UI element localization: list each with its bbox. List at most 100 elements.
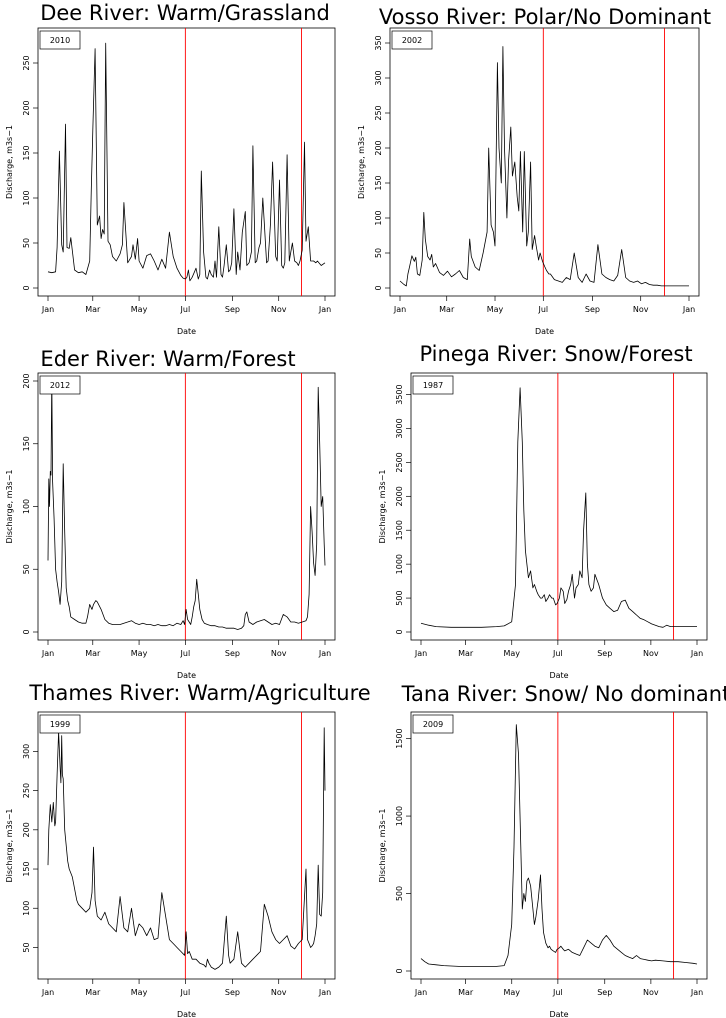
legend-box <box>412 714 454 734</box>
y-tick-label: 1500 <box>395 728 404 748</box>
chart-title: Dee River: Warm/Grassland <box>40 1 330 25</box>
y-tick-label: 1000 <box>395 554 404 574</box>
legend-year-label: 1987 <box>423 381 443 390</box>
series-line <box>420 387 697 628</box>
x-tick-label: Jan <box>318 988 331 997</box>
x-axis-label: Date <box>549 1010 568 1018</box>
x-axis-label: Date <box>549 671 568 680</box>
y-axis-label: Discharge, m3s−1 <box>378 809 387 883</box>
legend-year-label: 2002 <box>402 36 422 45</box>
x-tick-label: Mar <box>85 988 101 997</box>
plot-frame <box>37 711 336 980</box>
y-tick-label: 50 <box>22 564 31 574</box>
chart-panel-1: Dee River: Warm/Grassland Jan Mar May Jul Sep… <box>5 1 336 336</box>
plot-frame <box>37 372 336 641</box>
chart-panel-4: Pinega River: Snow/Forest Jan Mar May Jul Sep… <box>378 342 708 680</box>
x-tick-label: Sep <box>225 988 240 997</box>
chart-title: Thames River: Warm/Agriculture <box>28 681 370 705</box>
x-tick-label: Jan <box>393 305 406 314</box>
legend-box <box>39 375 81 395</box>
y-tick-label: 250 <box>22 55 31 70</box>
y-tick-label: 200 <box>22 373 31 388</box>
y-tick-label: 300 <box>22 744 31 759</box>
y-tick-label: 150 <box>22 436 31 451</box>
y-axis-label: Discharge, m3s−1 <box>357 125 366 199</box>
x-tick-label: Sep <box>225 305 240 314</box>
y-tick-label: 150 <box>22 145 31 160</box>
x-tick-label: Jan <box>414 649 427 658</box>
plot-frame <box>410 711 708 980</box>
chart-title: Pinega River: Snow/Forest <box>419 342 692 366</box>
y-tick-label: 350 <box>374 35 383 50</box>
x-tick-label: Jul <box>180 305 191 314</box>
y-axis-label: Discharge, m3s−1 <box>378 470 387 544</box>
x-axis: Jan Mar May Jul Sep Nov Jan <box>41 296 331 314</box>
y-tick-label: 150 <box>374 175 383 190</box>
y-axis: 50 100 150 200 250 300 <box>22 744 38 953</box>
y-axis-label: Discharge, m3s−1 <box>5 809 14 883</box>
series-line <box>47 376 326 630</box>
y-tick-label: 50 <box>22 238 31 248</box>
x-tick-label: Jan <box>690 988 703 997</box>
chart-title: Tana River: Snow/ No dominant <box>401 682 726 706</box>
x-tick-label: Jan <box>318 305 331 314</box>
chart-panel-3: Eder River: Warm/Forest Jan Mar May Jul Sep No… <box>5 347 336 680</box>
y-axis: 0 500 1000 1500 2000 2500 3000 3500 <box>395 384 411 635</box>
y-tick-label: 250 <box>22 783 31 798</box>
legend-box <box>391 30 433 50</box>
y-tick-label: 1500 <box>395 520 404 540</box>
y-axis: 0 50 100 150 200 250 <box>22 55 38 291</box>
x-tick-label: May <box>503 988 520 997</box>
y-tick-label: 100 <box>374 210 383 225</box>
legend-year-label: 2009 <box>423 720 443 729</box>
x-tick-label: May <box>503 649 520 658</box>
x-tick-label: Mar <box>439 305 455 314</box>
chart-title: Eder River: Warm/Forest <box>40 347 295 371</box>
x-tick-label: Sep <box>597 988 612 997</box>
x-tick-label: Jan <box>682 305 695 314</box>
y-tick-label: 50 <box>22 942 31 952</box>
y-tick-label: 2000 <box>395 486 404 506</box>
y-tick-label: 200 <box>374 140 383 155</box>
x-tick-label: Jan <box>41 649 54 658</box>
x-axis-label: Date <box>177 671 196 680</box>
y-tick-label: 500 <box>395 590 404 605</box>
x-tick-label: Jul <box>552 988 563 997</box>
y-tick-label: 250 <box>374 105 383 120</box>
x-axis: Jan Mar May Jul Sep Nov Jan <box>393 296 695 314</box>
y-axis-label: Discharge, m3s−1 <box>5 125 14 199</box>
x-tick-label: Jul <box>180 649 191 658</box>
legend-box <box>39 30 81 50</box>
y-tick-label: 100 <box>22 901 31 916</box>
x-tick-label: Jul <box>552 649 563 658</box>
y-axis: 0 500 1000 1500 <box>395 728 411 974</box>
x-tick-label: Sep <box>225 649 240 658</box>
legend-year-label: 1999 <box>50 720 70 729</box>
x-axis: Jan Mar May Jul Sep Nov Jan <box>414 979 703 997</box>
x-tick-label: Mar <box>458 988 474 997</box>
y-tick-label: 0 <box>22 629 31 634</box>
x-axis-label: Date <box>177 327 196 336</box>
plot-frame <box>389 27 700 297</box>
x-axis-label: Date <box>535 327 554 336</box>
y-tick-label: 500 <box>395 886 404 901</box>
y-tick-label: 200 <box>22 822 31 837</box>
x-tick-label: Nov <box>633 305 649 314</box>
y-tick-label: 3000 <box>395 418 404 438</box>
x-tick-label: Sep <box>585 305 600 314</box>
x-tick-label: Nov <box>271 988 287 997</box>
x-tick-label: Nov <box>271 649 287 658</box>
legend-year-label: 2012 <box>50 381 70 390</box>
y-axis: 0 50 100 150 200 <box>22 373 38 635</box>
series-line <box>47 727 326 970</box>
series-line <box>420 724 698 967</box>
plot-frame <box>410 372 708 641</box>
x-tick-label: Mar <box>85 649 101 658</box>
plot-frame <box>37 27 336 297</box>
legend-year-label: 2010 <box>50 36 70 45</box>
y-tick-label: 150 <box>22 861 31 876</box>
y-tick-label: 0 <box>395 968 404 973</box>
